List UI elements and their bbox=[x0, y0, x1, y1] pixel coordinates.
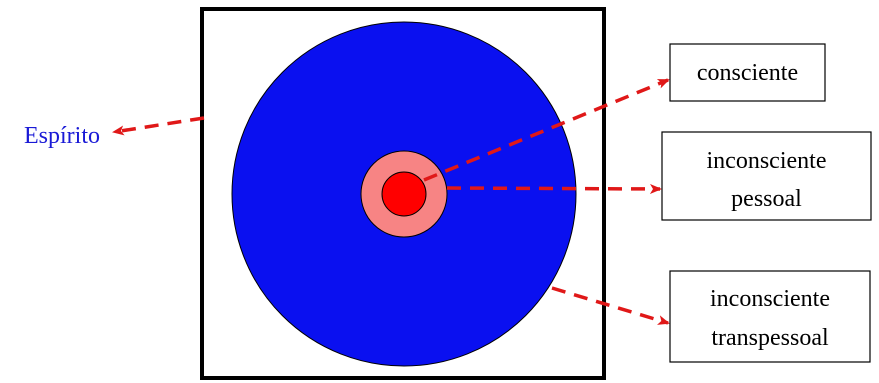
spirit-label: Espírito bbox=[24, 123, 100, 149]
personal-unconscious-label-line2: pessoal bbox=[731, 186, 802, 212]
transpersonal-unconscious-box bbox=[669, 270, 871, 363]
personal-unconscious-box bbox=[661, 131, 872, 221]
arrow-transpersonal-unconscious bbox=[551, 286, 670, 325]
conscious-box bbox=[669, 43, 826, 102]
arrow-spirit bbox=[112, 116, 205, 136]
personal-unconscious-label-line1: inconsciente bbox=[707, 148, 827, 174]
conscious-circle bbox=[381, 171, 427, 217]
conscious-label: consciente bbox=[697, 60, 798, 86]
arrow-conscious bbox=[423, 78, 670, 182]
transpersonal-unconscious-label-line2: transpessoal bbox=[711, 325, 829, 351]
arrow-personal-unconscious bbox=[446, 183, 662, 194]
transpersonal-unconscious-label-line1: inconsciente bbox=[710, 286, 830, 312]
